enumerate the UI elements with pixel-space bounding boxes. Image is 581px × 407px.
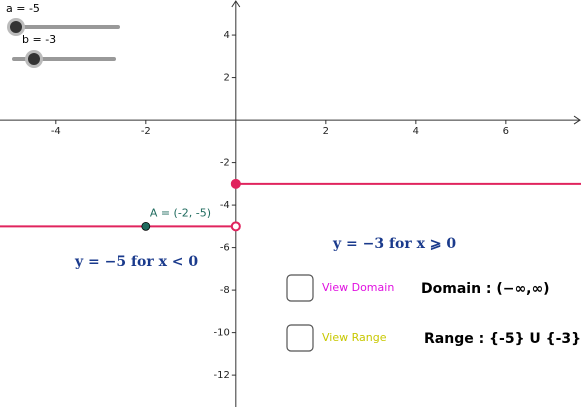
checkbox-label[interactable]: View Range: [322, 331, 387, 344]
y-tick-label: 2: [223, 73, 229, 84]
y-tick-label: -12: [213, 370, 229, 381]
checkbox[interactable]: [286, 274, 314, 302]
piece-label: y = −5 for x < 0: [74, 254, 198, 270]
y-axis-arrow: [231, 0, 241, 8]
point[interactable]: [141, 221, 151, 231]
slider-knob[interactable]: [10, 21, 22, 33]
slider-label: a = -5: [6, 2, 40, 15]
result-text: Range : {-5} U {-3}: [424, 331, 581, 347]
x-tick-label: 4: [413, 126, 419, 137]
x-tick-label: -2: [141, 126, 151, 137]
x-tick-label: 6: [503, 126, 509, 137]
y-tick-label: -6: [220, 243, 230, 254]
y-tick-label: -10: [213, 328, 229, 339]
x-axis-arrow: [573, 115, 581, 125]
point-label: A = (-2, -5): [150, 206, 211, 219]
slider-knob[interactable]: [28, 53, 40, 65]
piece-label: y = −3 for x ⩾ 0: [332, 236, 456, 252]
endpoint: [230, 178, 241, 189]
x-tick-label: -4: [51, 126, 61, 137]
y-tick-label: -8: [220, 285, 230, 296]
endpoint: [230, 221, 241, 232]
x-tick-label: 2: [323, 126, 329, 137]
slider-label: b = -3: [22, 33, 56, 46]
result-text: Domain : (−∞,∞): [421, 281, 550, 297]
y-tick-label: -4: [220, 200, 230, 211]
y-tick-label: 4: [223, 30, 229, 41]
checkbox-label[interactable]: View Domain: [322, 281, 394, 294]
checkbox[interactable]: [286, 324, 314, 352]
y-tick-label: -2: [220, 158, 230, 169]
